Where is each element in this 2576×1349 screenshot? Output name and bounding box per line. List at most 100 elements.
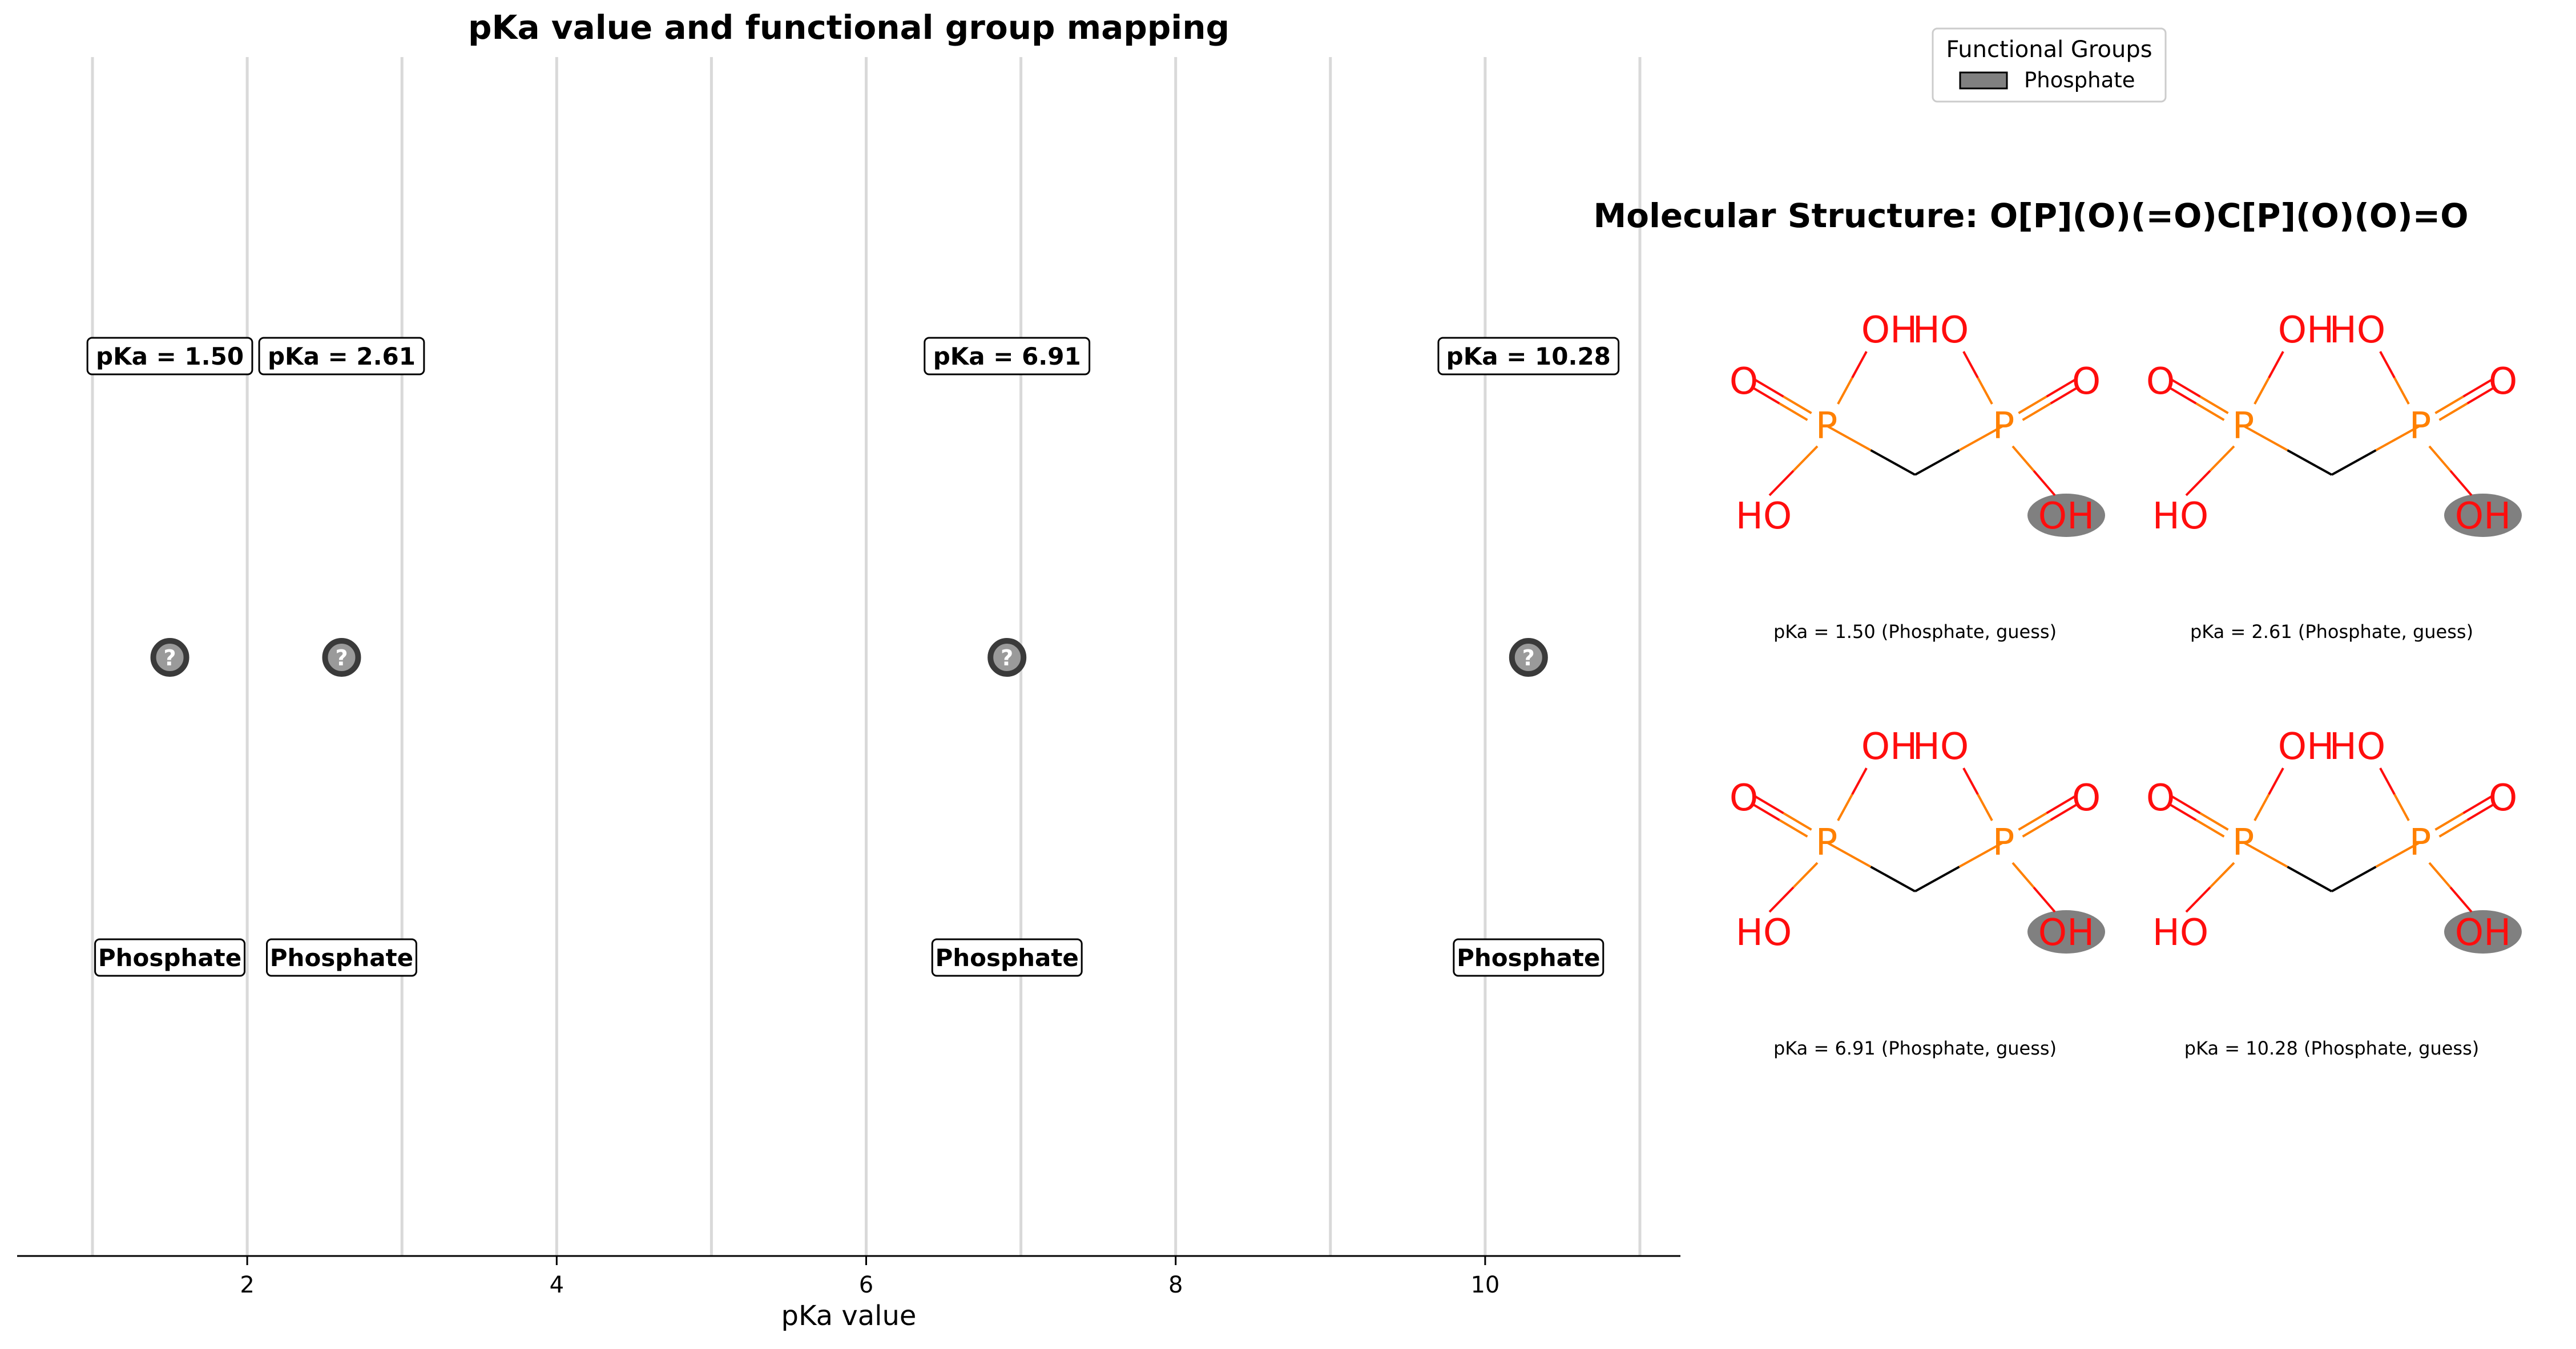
bond — [2375, 841, 2421, 868]
bond — [2011, 862, 2035, 888]
oxygen-atom: O — [2146, 361, 2175, 403]
hydroxyl-atom: HO — [2329, 726, 2386, 768]
point-marker-symbol: ? — [164, 645, 176, 671]
oxygen-atom: O — [1730, 777, 1758, 819]
bond — [2050, 386, 2079, 405]
gridlines — [91, 57, 1642, 1256]
bond — [2254, 794, 2270, 821]
bond — [1914, 449, 1960, 476]
bond — [1977, 377, 1993, 405]
x-tick-label: 10 — [1470, 1272, 1499, 1298]
oxygen-atom: O — [2146, 777, 2175, 819]
bond — [1962, 351, 1979, 378]
hydroxyl-atom: HO — [2152, 495, 2209, 538]
bond — [1768, 886, 1795, 913]
bond — [2167, 386, 2197, 405]
bond — [2331, 866, 2377, 892]
bond — [1962, 768, 1979, 795]
bond — [1779, 402, 1808, 421]
bond — [2209, 445, 2235, 472]
legend-title: Functional Groups — [1946, 37, 2152, 63]
bond — [2393, 377, 2410, 405]
bond — [1914, 866, 1960, 892]
point-marker — [150, 638, 190, 677]
legend: Functional Groups Phosphate — [1932, 27, 2167, 103]
bond — [2033, 886, 2056, 913]
bond — [2209, 862, 2235, 888]
group-label-box — [94, 938, 246, 977]
bond — [2018, 395, 2047, 414]
oxygen-atom: O — [1730, 361, 1758, 403]
bond — [2268, 768, 2284, 795]
x-tick-label: 2 — [240, 1272, 254, 1298]
oxygen-atom: O — [2072, 361, 2101, 403]
bond — [1826, 841, 1872, 868]
hydroxyl-atom: HO — [1913, 309, 1969, 352]
bond — [2434, 812, 2464, 831]
hydroxyl-atom: OH — [2278, 726, 2335, 768]
hydroxyl-atom: OH — [1861, 726, 1918, 768]
bond — [2199, 395, 2229, 414]
point-marker — [987, 638, 1027, 677]
phosphorus-atom: P — [2409, 822, 2432, 864]
point-marker — [1509, 638, 1548, 677]
group-label: Phosphate — [98, 944, 241, 972]
group-label: Phosphate — [270, 944, 413, 972]
bond — [1826, 425, 1872, 451]
hydroxyl-atom: OH — [1861, 309, 1918, 352]
pka-label: pKa = 6.91 — [933, 342, 1081, 370]
x-tick-label: 8 — [1168, 1272, 1183, 1298]
bond — [2449, 886, 2473, 913]
bond — [2195, 819, 2225, 838]
structure-panel-title: Molecular Structure: O[P](O)(=O)C[P](O)(… — [1593, 196, 2468, 235]
x-tick-label: 4 — [550, 1272, 564, 1298]
group-label-box — [266, 938, 417, 977]
phosphorus-atom: P — [2232, 822, 2255, 864]
group-label: Phosphate — [935, 944, 1078, 972]
bond — [2199, 812, 2229, 831]
bond — [2287, 866, 2332, 892]
x-tick-label: 6 — [859, 1272, 873, 1298]
bond — [1792, 862, 1819, 888]
bond — [2438, 819, 2468, 838]
bond — [1783, 395, 1812, 414]
bond — [1768, 470, 1795, 496]
bond — [2393, 794, 2410, 821]
pka-label-box — [924, 337, 1091, 375]
molecule-caption: pKa = 6.91 (Phosphate, guess) — [1773, 1037, 2057, 1059]
bond — [2254, 377, 2270, 405]
phosphorus-atom: P — [2232, 405, 2255, 447]
phosphorus-atom: P — [1993, 405, 2015, 447]
pka-label-box — [1437, 337, 1620, 375]
hydroxyl-atom: HO — [1736, 912, 1792, 954]
legend-entry-phosphate: Phosphate — [2024, 68, 2135, 92]
bond — [1751, 802, 1780, 821]
point-marker-symbol: ? — [335, 645, 348, 671]
bond — [2379, 768, 2396, 795]
bond — [2243, 425, 2288, 451]
bond — [1851, 351, 1868, 378]
data-point-1: pKa = 1.50? Phosphate — [86, 337, 253, 977]
bond — [2195, 402, 2225, 421]
phosphorus-atom: P — [1816, 405, 1838, 447]
bond — [2466, 386, 2496, 405]
bond — [1837, 794, 1853, 821]
point-marker-symbol: ? — [1522, 645, 1535, 671]
bond — [2022, 819, 2051, 838]
bond — [1755, 379, 1784, 398]
highlight-ellipse — [2027, 494, 2105, 537]
pka-label-box — [86, 337, 253, 375]
bond — [2438, 402, 2468, 421]
bond — [2466, 802, 2496, 821]
bond — [2428, 445, 2452, 472]
bond — [2022, 402, 2051, 421]
bond — [2268, 351, 2284, 378]
bond — [2449, 470, 2473, 496]
data-points: pKa = 1.50? Phosphate pKa = 2.61? Phosphate… — [86, 337, 1620, 977]
highlight-ellipse — [2444, 910, 2522, 954]
hydroxyl-atom: HO — [2329, 309, 2386, 352]
point-marker — [322, 638, 361, 677]
bond — [2428, 862, 2452, 888]
